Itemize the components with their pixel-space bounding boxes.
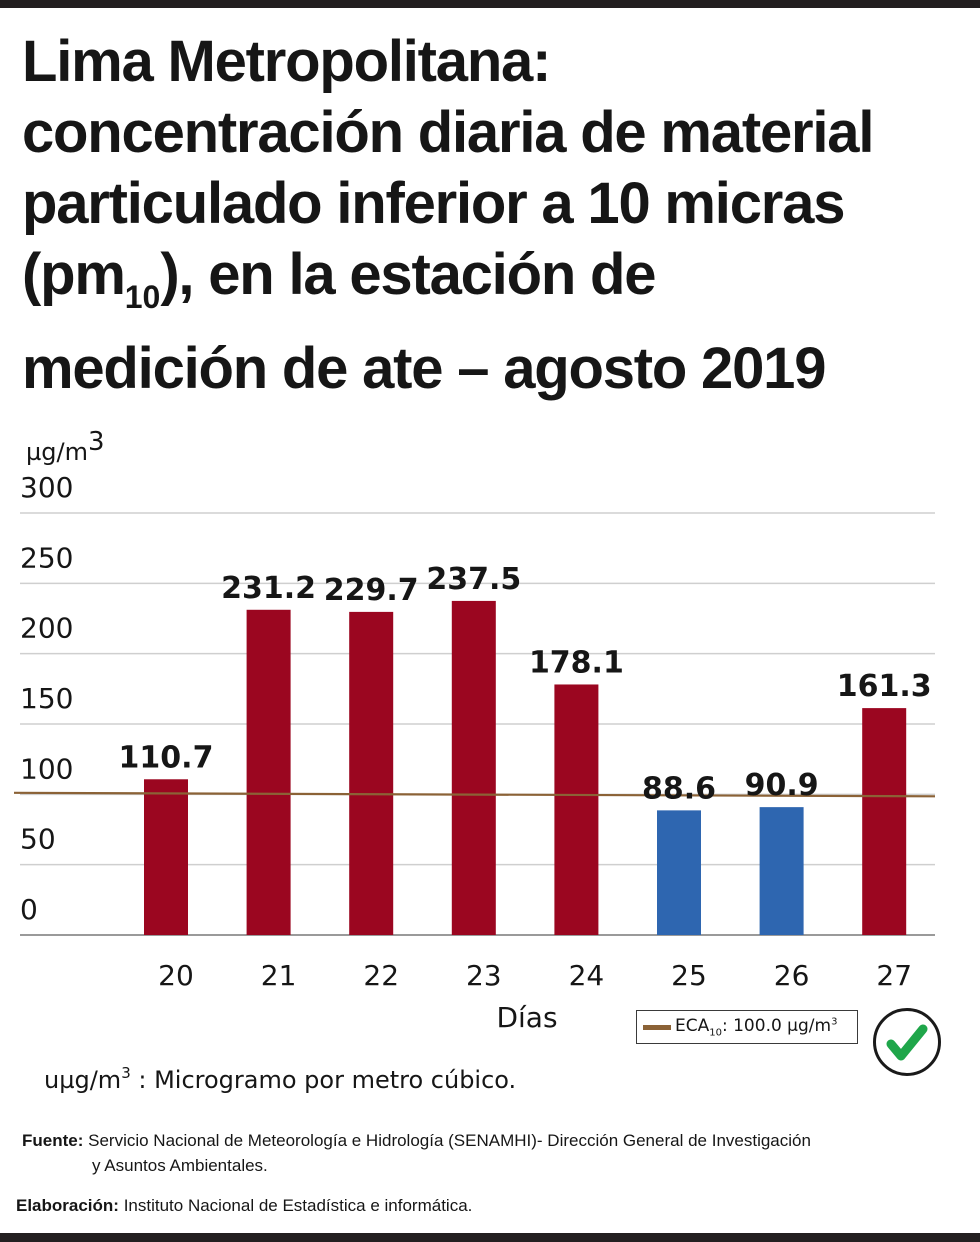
value-label: 178.1 (529, 645, 624, 680)
credit-note: Elaboración: Instituto Nacional de Estad… (16, 1196, 472, 1216)
title-line-2: concentración diaria de material (22, 100, 874, 165)
y-axis-unit-label: µg/m3 (26, 427, 105, 466)
value-label: 229.7 (324, 573, 419, 608)
bottom-border (0, 1233, 980, 1242)
x-tick-label: 20 (158, 959, 194, 992)
x-tick-label: 26 (774, 959, 810, 992)
x-tick-label: 27 (876, 959, 912, 992)
x-axis-label: Días (496, 1001, 557, 1034)
legend-label-value: : 100.0 µg/m (721, 1015, 832, 1036)
reference-line-group (13, 791, 936, 798)
y-axis-ticks: 0 50 100 150 200 250 300 (20, 471, 73, 926)
legend-label-subscript: 10 (709, 1027, 722, 1039)
credit-label: Elaboración: (16, 1196, 119, 1215)
legend-swatch-reference-line (643, 1024, 671, 1030)
top-border (0, 0, 980, 8)
value-label: 161.3 (837, 669, 932, 704)
legend-label-start: ECA (675, 1015, 710, 1036)
y-tick-label: 150 (20, 682, 73, 715)
y-axis-unit-superscript: 3 (88, 427, 105, 457)
x-tick-label: 24 (569, 959, 605, 992)
title-line-5: medición de ate – agosto 2019 (22, 336, 826, 401)
y-tick-label: 100 (20, 752, 73, 785)
reference-line-eca (13, 791, 936, 798)
y-tick-label: 250 (20, 541, 73, 574)
title-line-1: Lima Metropolitana: (22, 29, 551, 94)
x-tick-label: 21 (261, 959, 297, 992)
source-note: Fuente: Servicio Nacional de Meteorologí… (22, 1128, 922, 1178)
credit-text: Instituto Nacional de Estadística e info… (118, 1196, 473, 1215)
title-subscript: 10 (124, 279, 161, 315)
value-label: 88.6 (642, 771, 716, 806)
checkmark-glyph (886, 1024, 928, 1061)
title-line-4-end: ), en la estación de (160, 242, 656, 307)
bar-day-24 (554, 684, 599, 935)
chart-title: Lima Metropolitana: concentración diaria… (22, 26, 972, 404)
x-tick-label: 25 (671, 959, 707, 992)
value-label: 231.2 (221, 571, 316, 606)
source-text-line-1: Servicio Nacional de Meteorología e Hidr… (83, 1131, 811, 1150)
title-line-3: particulado inferior a 10 micras (22, 171, 845, 236)
x-axis-ticks: 20 21 22 23 24 25 26 27 (158, 959, 912, 992)
y-tick-label: 200 (20, 612, 73, 645)
x-tick-label: 23 (466, 959, 502, 992)
bar-day-26 (759, 807, 804, 935)
value-label: 110.7 (119, 740, 214, 775)
unit-footnote: uµg/m3 : Microgramo por metro cúbico. (44, 1064, 516, 1094)
bar-day-23 (451, 600, 496, 935)
y-tick-label: 50 (20, 823, 56, 856)
source-text-line-2: y Asuntos Ambientales. (92, 1156, 268, 1175)
bar-day-22 (349, 611, 394, 935)
legend: ECA10: 100.0 µg/m3 (636, 1010, 858, 1044)
unit-footnote-text: : Microgramo por metro cúbico. (130, 1066, 517, 1094)
unit-footnote-unit: uµg/m (44, 1066, 122, 1094)
bar-day-21 (246, 609, 291, 935)
value-labels: 110.7 231.2 229.7 237.5 178.1 88.6 90.9 161.3 (119, 562, 932, 806)
x-tick-label: 22 (363, 959, 399, 992)
bar-day-20 (144, 779, 188, 935)
title-line-4-start: (pm (22, 242, 126, 307)
title-line-4: (pm10), en la estación de (22, 242, 656, 315)
y-tick-label: 0 (20, 893, 38, 926)
value-label: 237.5 (426, 562, 521, 597)
value-label: 90.9 (745, 768, 819, 803)
bar-day-25 (657, 810, 701, 935)
legend-label: ECA10: 100.0 µg/m3 (675, 1016, 837, 1038)
bar-day-27 (862, 708, 907, 935)
y-axis-unit-text: µg/m (26, 438, 88, 466)
source-label: Fuente: (22, 1131, 84, 1150)
legend-label-superscript: 3 (831, 1016, 838, 1028)
bars (144, 600, 907, 935)
unit-footnote-superscript: 3 (121, 1064, 131, 1082)
y-tick-label: 300 (20, 471, 73, 504)
checkmark-icon (873, 1008, 941, 1076)
